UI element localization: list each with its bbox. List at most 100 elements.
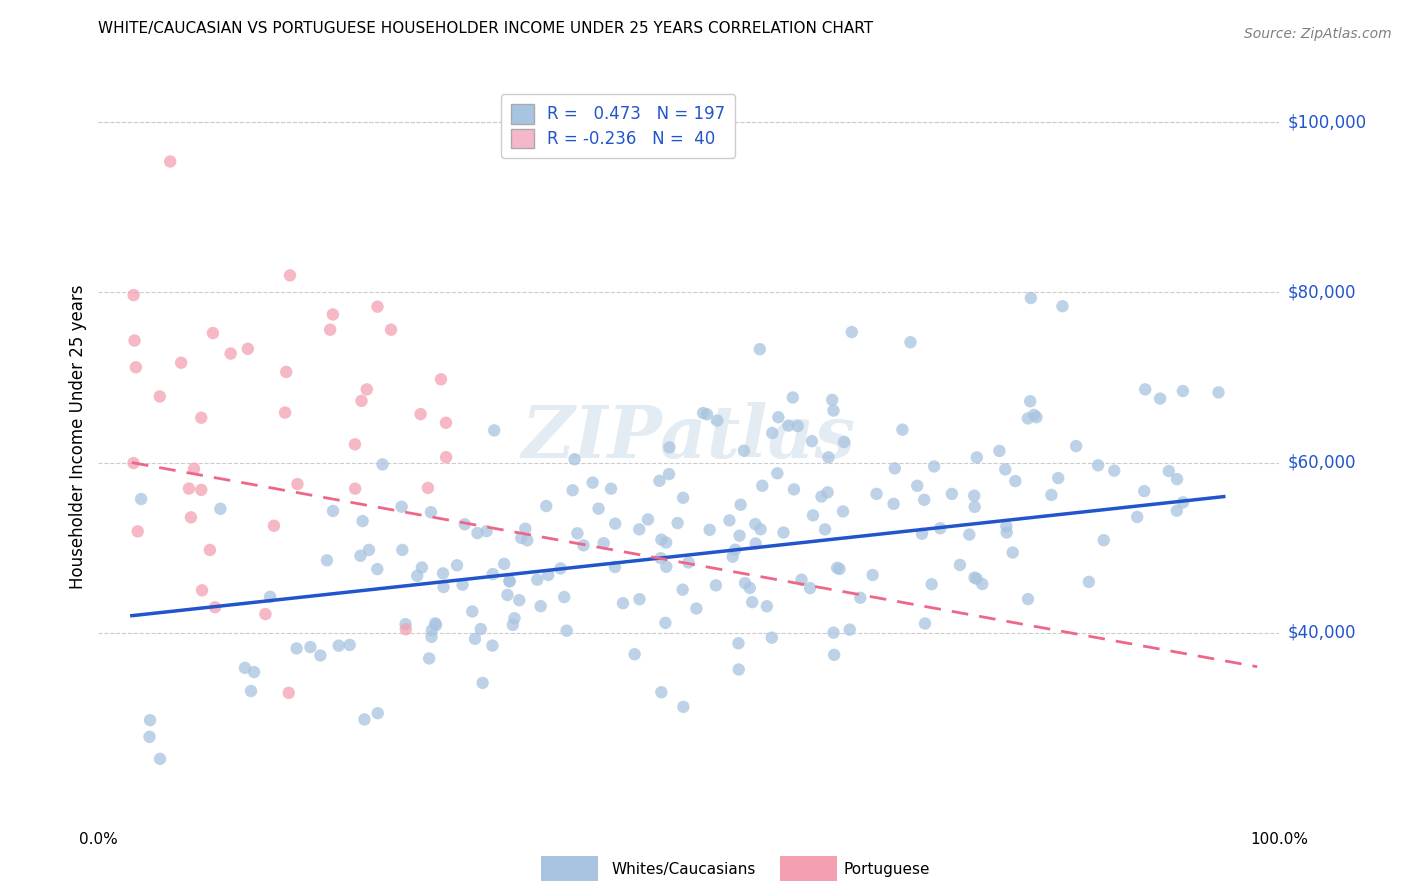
Point (724, 542, 747, 557)
Point (1019, 394, 1042, 409)
Text: $60,000: $60,000 (1288, 454, 1357, 472)
Point (941, 487, 963, 501)
Point (1019, 291, 1042, 305)
Point (605, 516, 627, 531)
Text: WHITE/CAUCASIAN VS PORTUGUESE HOUSEHOLDER INCOME UNDER 25 YEARS CORRELATION CHAR: WHITE/CAUCASIAN VS PORTUGUESE HOUSEHOLDE… (98, 21, 873, 36)
Point (204, 600, 226, 615)
Point (637, 512, 659, 526)
Point (988, 444, 1011, 458)
Point (800, 434, 823, 449)
Point (139, 713, 162, 727)
Point (704, 578, 727, 592)
Point (817, 450, 839, 465)
Point (727, 636, 749, 650)
Point (728, 528, 751, 542)
Point (696, 407, 718, 421)
Point (475, 524, 498, 538)
Point (502, 618, 524, 632)
Point (344, 482, 367, 496)
Point (1004, 474, 1026, 488)
Point (219, 346, 242, 360)
Point (801, 508, 824, 523)
Point (655, 559, 678, 574)
Point (183, 462, 205, 476)
Point (380, 323, 402, 337)
Point (1133, 484, 1156, 499)
Point (966, 572, 988, 586)
Point (957, 527, 980, 541)
Point (461, 604, 484, 618)
Point (685, 601, 707, 615)
Point (464, 632, 486, 646)
Point (823, 403, 845, 417)
Point (454, 517, 477, 532)
Point (481, 639, 503, 653)
Point (498, 574, 520, 588)
Point (498, 574, 520, 589)
Point (322, 504, 344, 518)
Point (190, 483, 212, 497)
Text: 0.0%: 0.0% (79, 832, 118, 847)
Point (832, 504, 855, 518)
Point (394, 617, 416, 632)
Point (198, 543, 221, 558)
Point (420, 630, 443, 644)
Point (367, 706, 389, 721)
Point (432, 566, 454, 581)
Point (790, 573, 813, 587)
Point (628, 592, 651, 607)
Point (672, 699, 695, 714)
Point (233, 661, 256, 675)
Point (122, 456, 145, 470)
Legend: R =   0.473   N = 197, R = -0.236   N =  40: R = 0.473 N = 197, R = -0.236 N = 40 (501, 95, 735, 158)
Point (817, 485, 839, 500)
Point (995, 525, 1018, 540)
Point (810, 490, 832, 504)
Point (841, 325, 863, 339)
Point (828, 562, 851, 576)
Point (1087, 458, 1109, 473)
Point (277, 686, 299, 700)
Point (911, 526, 934, 541)
Point (1171, 495, 1194, 509)
Point (1166, 472, 1188, 486)
Point (349, 549, 371, 563)
Point (471, 676, 494, 690)
Point (550, 561, 572, 575)
Point (783, 483, 806, 497)
Point (138, 730, 160, 744)
Point (1040, 488, 1063, 502)
Point (994, 462, 1017, 476)
Point (319, 323, 342, 337)
Point (322, 308, 344, 322)
Point (786, 419, 808, 434)
Point (1135, 382, 1157, 396)
Point (891, 423, 914, 437)
Point (201, 326, 224, 340)
Point (239, 684, 262, 698)
Point (744, 536, 766, 550)
Point (425, 616, 447, 631)
Point (814, 522, 837, 536)
Point (516, 533, 538, 548)
Point (929, 521, 952, 535)
Point (425, 618, 447, 632)
Point (406, 568, 429, 582)
Point (995, 519, 1018, 533)
Point (825, 561, 848, 575)
Y-axis label: Householder Income Under 25 years: Householder Income Under 25 years (69, 285, 87, 590)
Point (209, 501, 232, 516)
Point (949, 558, 972, 572)
Point (446, 558, 468, 573)
Point (1001, 545, 1024, 559)
Point (309, 648, 332, 663)
Point (411, 560, 433, 574)
Point (823, 625, 845, 640)
Point (122, 288, 145, 302)
Point (470, 622, 492, 636)
Point (612, 596, 634, 610)
Point (416, 481, 439, 495)
Point (748, 342, 770, 356)
Point (555, 624, 578, 638)
Point (655, 535, 678, 549)
